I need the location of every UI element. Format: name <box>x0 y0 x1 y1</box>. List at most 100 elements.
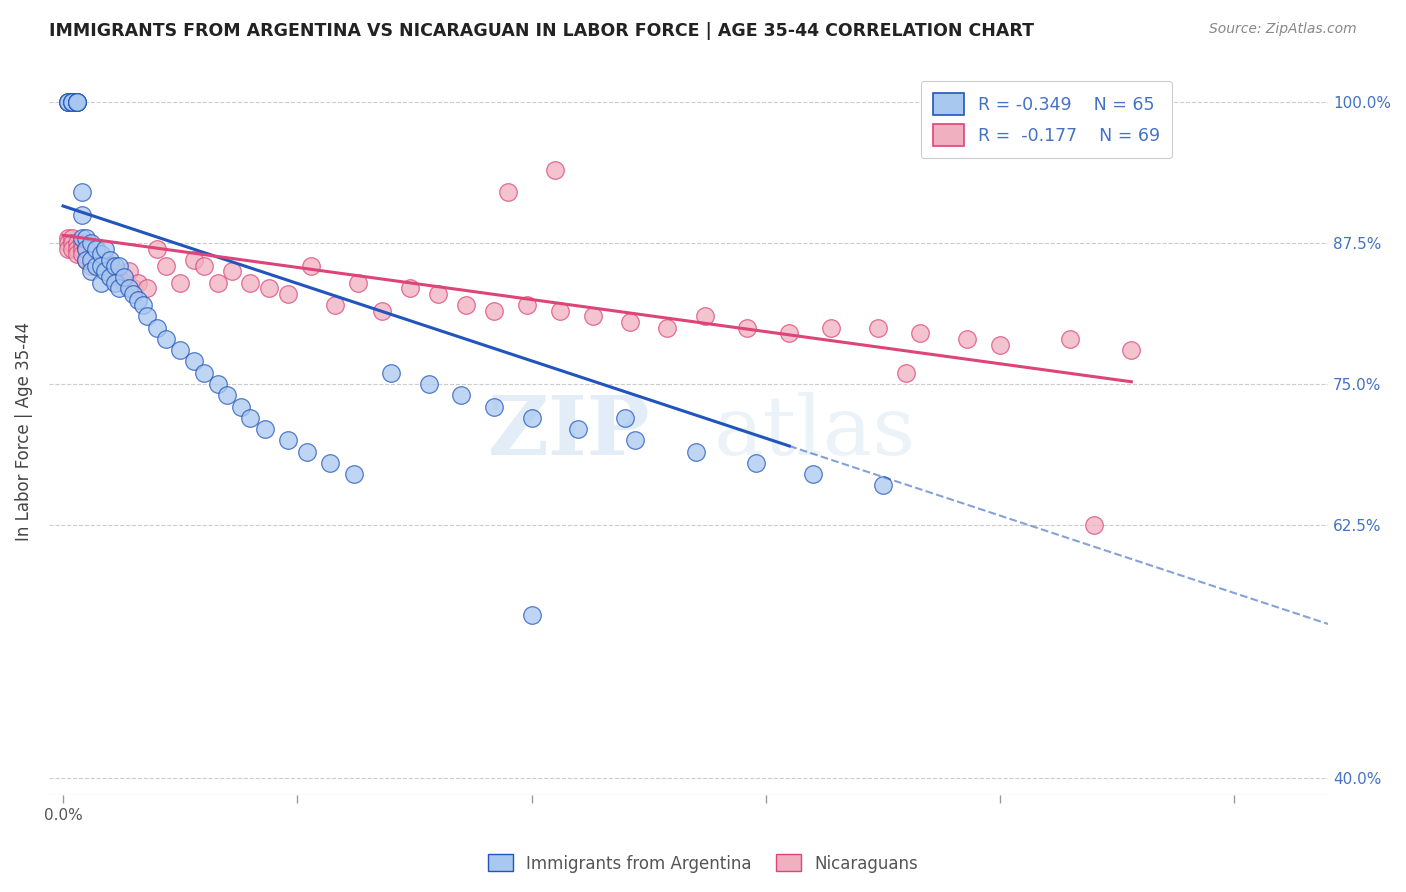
Point <box>193 366 215 380</box>
Point <box>136 281 159 295</box>
Point <box>239 276 262 290</box>
Point <box>370 303 392 318</box>
Point <box>319 456 342 470</box>
Point <box>103 259 125 273</box>
Point <box>70 186 93 200</box>
Point <box>66 95 89 110</box>
Point <box>136 310 159 324</box>
Point <box>482 400 505 414</box>
Point <box>108 281 131 295</box>
Point <box>127 293 149 307</box>
Point <box>801 467 824 482</box>
Text: IMMIGRANTS FROM ARGENTINA VS NICARAGUAN IN LABOR FORCE | AGE 35-44 CORRELATION C: IMMIGRANTS FROM ARGENTINA VS NICARAGUAN … <box>49 22 1035 40</box>
Point <box>98 253 121 268</box>
Point <box>1059 332 1081 346</box>
Point <box>299 259 322 273</box>
Text: Source: ZipAtlas.com: Source: ZipAtlas.com <box>1209 22 1357 37</box>
Point <box>127 276 149 290</box>
Point <box>450 388 472 402</box>
Point <box>398 281 420 295</box>
Point <box>75 236 97 251</box>
Y-axis label: In Labor Force | Age 35-44: In Labor Force | Age 35-44 <box>15 322 32 541</box>
Legend: Immigrants from Argentina, Nicaraguans: Immigrants from Argentina, Nicaraguans <box>481 847 925 880</box>
Point <box>516 298 538 312</box>
Point <box>122 281 145 295</box>
Point <box>896 366 918 380</box>
Point <box>169 276 191 290</box>
Point <box>80 253 103 268</box>
Point <box>229 400 252 414</box>
Point <box>454 298 477 312</box>
Point <box>122 286 145 301</box>
Point <box>60 95 83 110</box>
Point <box>207 276 229 290</box>
Point <box>183 253 205 268</box>
Point <box>89 276 111 290</box>
Point <box>66 95 89 110</box>
Point <box>145 320 167 334</box>
Point <box>80 247 103 261</box>
Point <box>277 286 299 301</box>
Point <box>215 388 238 402</box>
Point <box>94 242 117 256</box>
Point <box>75 253 97 268</box>
Point <box>56 95 79 110</box>
Point <box>910 326 932 341</box>
Point <box>84 259 107 273</box>
Point <box>103 276 125 290</box>
Point <box>685 444 707 458</box>
Point <box>520 607 543 622</box>
Point <box>520 410 543 425</box>
Point <box>988 337 1011 351</box>
Point <box>657 320 679 334</box>
Point <box>253 422 276 436</box>
Point <box>94 264 117 278</box>
Point <box>94 264 117 278</box>
Point <box>221 264 243 278</box>
Point <box>70 247 93 261</box>
Point <box>70 208 93 222</box>
Point <box>56 95 79 110</box>
Point <box>868 320 890 334</box>
Point <box>778 326 800 341</box>
Point <box>193 259 215 273</box>
Point <box>56 95 79 110</box>
Point <box>693 310 716 324</box>
Point <box>75 253 97 268</box>
Point <box>84 259 107 273</box>
Point <box>820 320 842 334</box>
Point <box>60 236 83 251</box>
Point <box>66 247 89 261</box>
Point <box>207 377 229 392</box>
Point <box>614 410 637 425</box>
Point <box>155 332 177 346</box>
Point <box>70 230 93 244</box>
Point <box>66 95 89 110</box>
Text: atlas: atlas <box>714 392 917 472</box>
Point <box>98 270 121 285</box>
Point <box>745 456 768 470</box>
Point <box>548 303 571 318</box>
Point <box>323 298 346 312</box>
Point <box>80 264 103 278</box>
Point <box>66 236 89 251</box>
Point <box>112 270 135 285</box>
Point <box>108 270 131 285</box>
Text: ZIP: ZIP <box>488 392 650 472</box>
Point <box>98 270 121 285</box>
Point <box>482 303 505 318</box>
Point <box>75 242 97 256</box>
Point <box>277 434 299 448</box>
Point <box>56 236 79 251</box>
Point <box>347 276 370 290</box>
Point <box>89 253 111 268</box>
Point <box>145 242 167 256</box>
Point <box>60 95 83 110</box>
Point <box>544 163 567 178</box>
Point <box>117 281 139 295</box>
Point <box>75 230 97 244</box>
Point <box>70 236 93 251</box>
Point <box>1083 517 1105 532</box>
Point <box>94 253 117 268</box>
Point <box>66 242 89 256</box>
